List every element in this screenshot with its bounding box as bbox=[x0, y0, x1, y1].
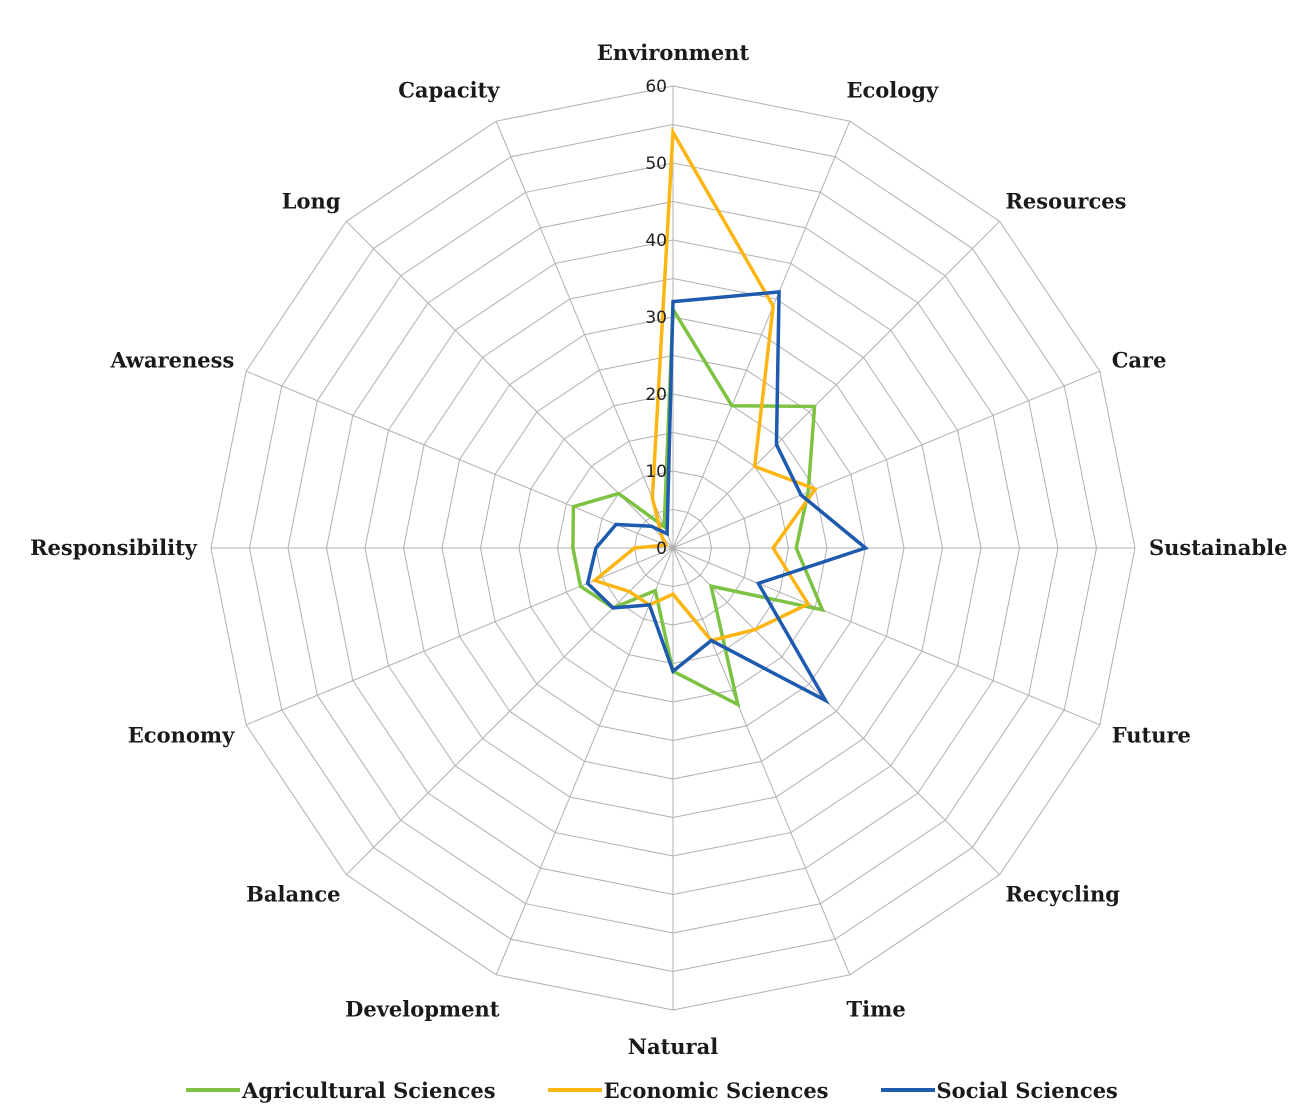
grid-spoke bbox=[345, 547, 674, 876]
category-label: Long bbox=[282, 189, 341, 214]
radar-series-group bbox=[571, 126, 870, 708]
series-line bbox=[585, 289, 870, 705]
grid-spoke bbox=[495, 547, 674, 976]
category-label: Time bbox=[847, 997, 906, 1022]
legend-item: Economic Sciences bbox=[547, 1077, 829, 1103]
radar-category-labels: Environment Ecology Resources Care Sustainab… bbox=[30, 40, 1287, 1059]
category-label: Ecology bbox=[847, 77, 939, 102]
series-line bbox=[571, 303, 826, 708]
legend-swatch bbox=[880, 1088, 935, 1092]
category-label: Sustainable bbox=[1149, 535, 1287, 560]
legend-swatch bbox=[547, 1088, 602, 1092]
category-label: Responsibility bbox=[30, 535, 198, 560]
category-label: Economy bbox=[128, 723, 235, 748]
grid-spoke bbox=[245, 370, 674, 549]
tick-label: 30 bbox=[645, 308, 667, 328]
grid-spoke bbox=[672, 547, 851, 976]
legend-label: Social Sciences bbox=[936, 1077, 1118, 1103]
grid-spoke bbox=[672, 547, 1101, 726]
category-label: Balance bbox=[246, 881, 340, 906]
grid-spoke bbox=[672, 370, 1101, 549]
category-label: Future bbox=[1112, 723, 1191, 748]
legend-item: Agricultural Sciences bbox=[186, 1078, 496, 1103]
grid-spoke bbox=[672, 547, 1001, 876]
tick-label: 10 bbox=[645, 462, 667, 482]
category-label: Natural bbox=[628, 1034, 718, 1059]
category-label: Care bbox=[1112, 347, 1167, 372]
legend-label: Agricultural Sciences bbox=[242, 1077, 496, 1103]
radar-chart: 0 10 20 30 40 50 60 Environment Ecology Resource… bbox=[30, 40, 1287, 1059]
radar-grid bbox=[210, 85, 1136, 1011]
legend-item: Social Sciences bbox=[880, 1077, 1118, 1103]
grid-spoke bbox=[495, 120, 674, 549]
series-line bbox=[591, 126, 819, 643]
grid-spoke bbox=[672, 220, 1001, 549]
tick-label: 60 bbox=[645, 77, 667, 97]
tick-label: 50 bbox=[645, 154, 667, 174]
legend-label: Economic Sciences bbox=[603, 1077, 829, 1103]
radar-tick-labels: 0 10 20 30 40 50 60 bbox=[645, 77, 667, 559]
grid-spoke bbox=[672, 120, 851, 549]
legend-swatch bbox=[186, 1088, 241, 1092]
legend: Agricultural Sciences Economic Sciences So… bbox=[0, 1072, 1304, 1108]
tick-label: 40 bbox=[645, 231, 667, 251]
tick-label: 0 bbox=[656, 539, 667, 559]
grid-spoke bbox=[245, 547, 674, 726]
category-label: Resources bbox=[1005, 189, 1126, 214]
category-label: Development bbox=[345, 997, 500, 1022]
category-label: Capacity bbox=[398, 77, 500, 102]
category-label: Recycling bbox=[1005, 881, 1120, 906]
category-label: Awareness bbox=[109, 347, 234, 372]
category-label: Environment bbox=[597, 40, 750, 65]
tick-label: 20 bbox=[645, 385, 667, 405]
